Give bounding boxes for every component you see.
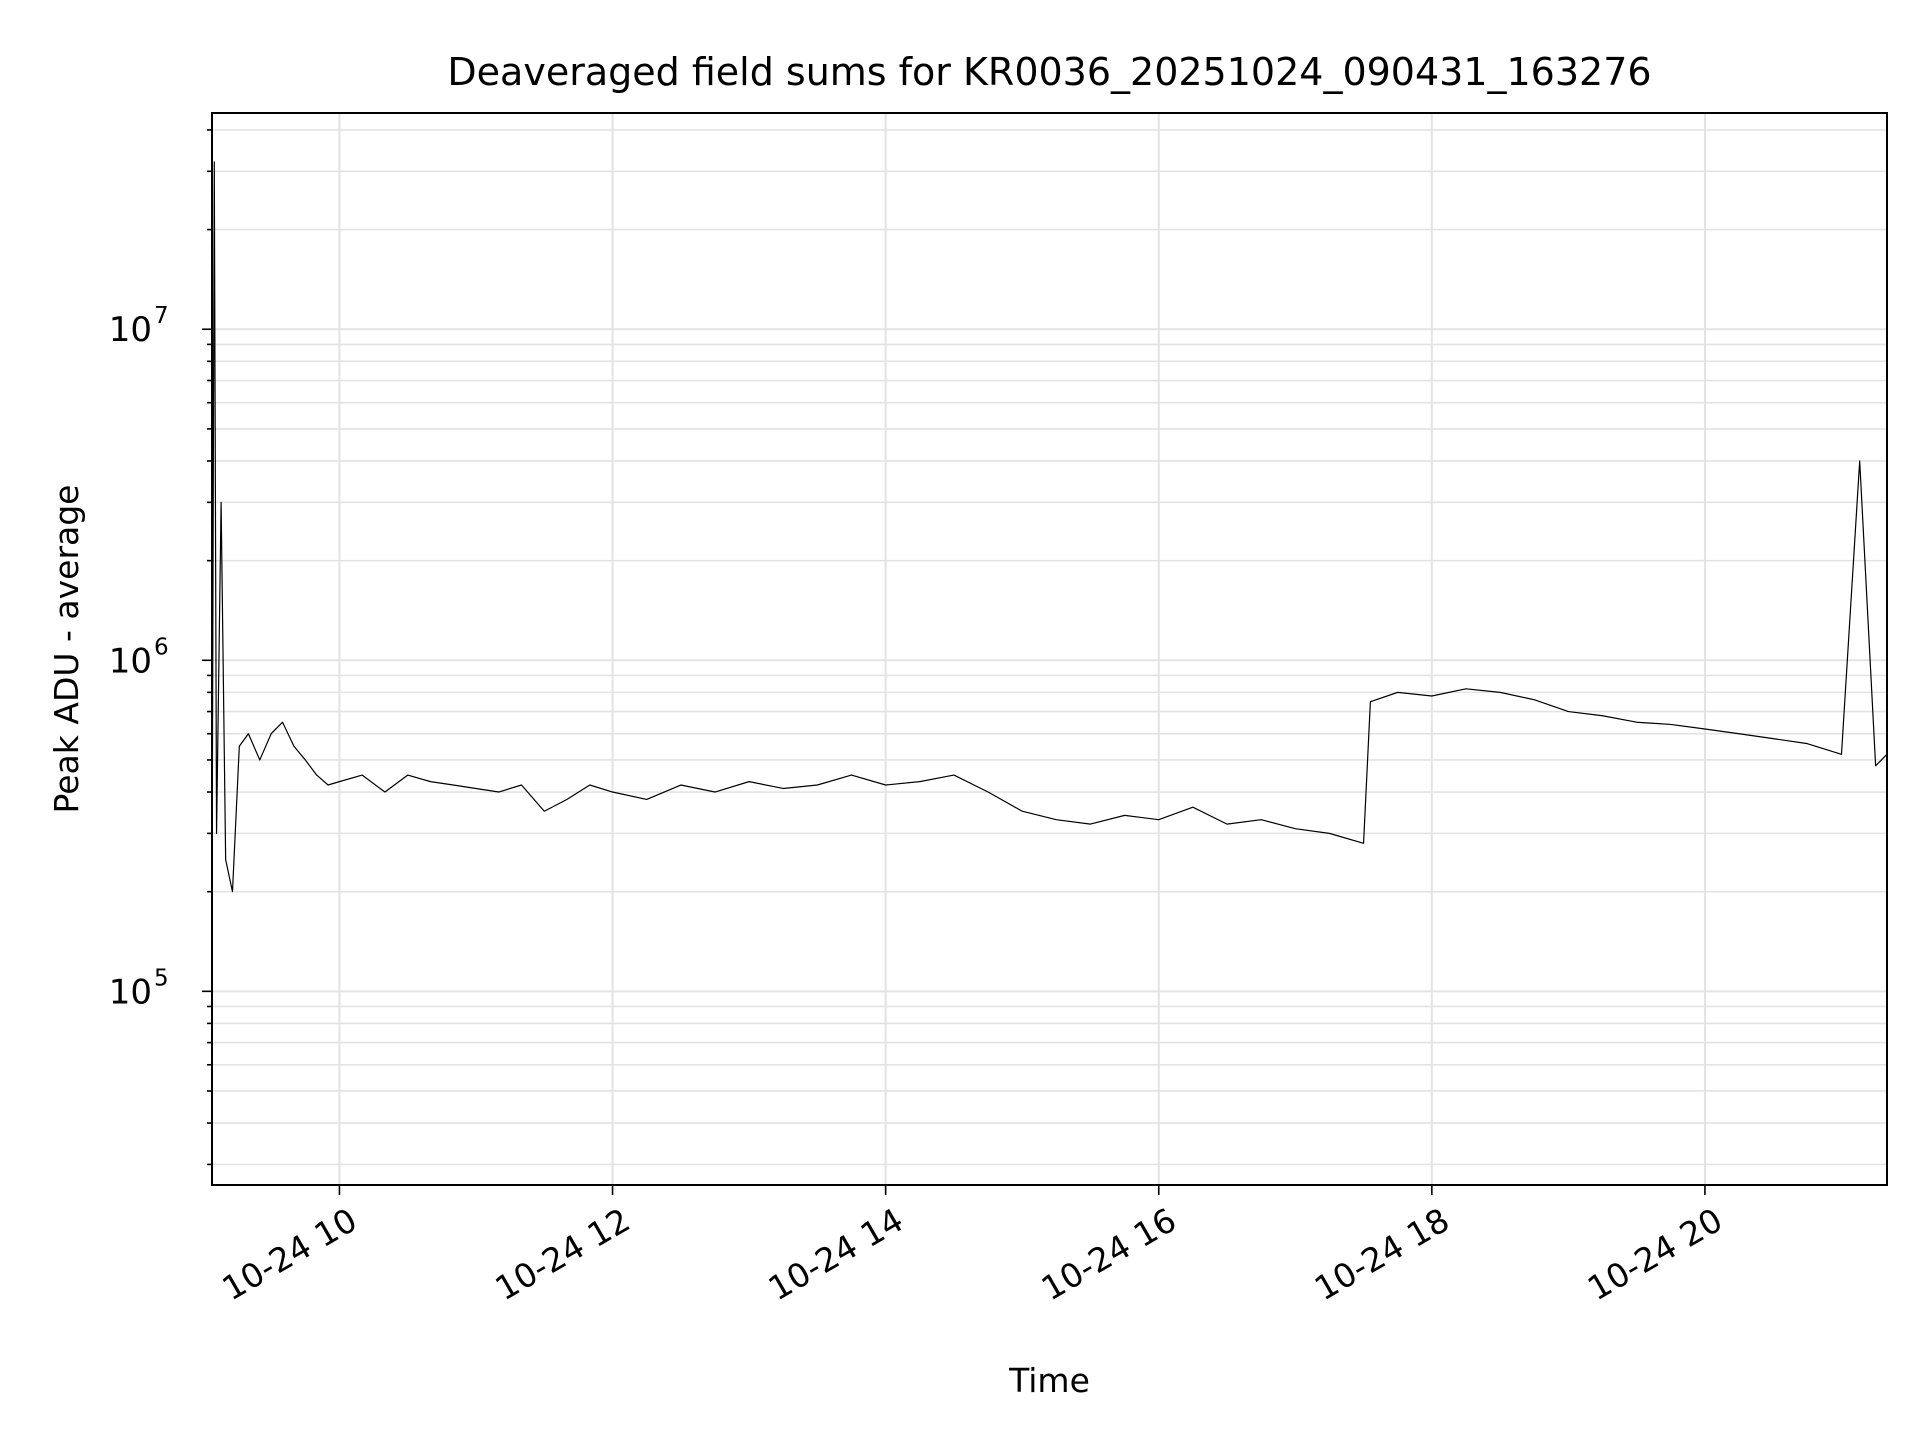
series-line	[212, 161, 1887, 907]
y-axis-label: Peak ADU - average	[47, 485, 86, 814]
x-axis-label: Time	[1008, 1361, 1090, 1400]
y-tick-label: 10	[109, 972, 152, 1012]
data-line-layer	[212, 161, 1887, 907]
y-tick-label-exponent: 6	[154, 634, 169, 660]
y-tick-label: 10	[109, 641, 152, 681]
grid	[212, 113, 1887, 1185]
chart-title: Deaveraged field sums for KR0036_2025102…	[447, 50, 1651, 94]
y-tick-label: 10	[109, 310, 152, 350]
y-tick-label-exponent: 5	[154, 965, 169, 991]
y-tick-label-exponent: 7	[154, 303, 169, 329]
plot-frame	[211, 112, 1888, 1186]
